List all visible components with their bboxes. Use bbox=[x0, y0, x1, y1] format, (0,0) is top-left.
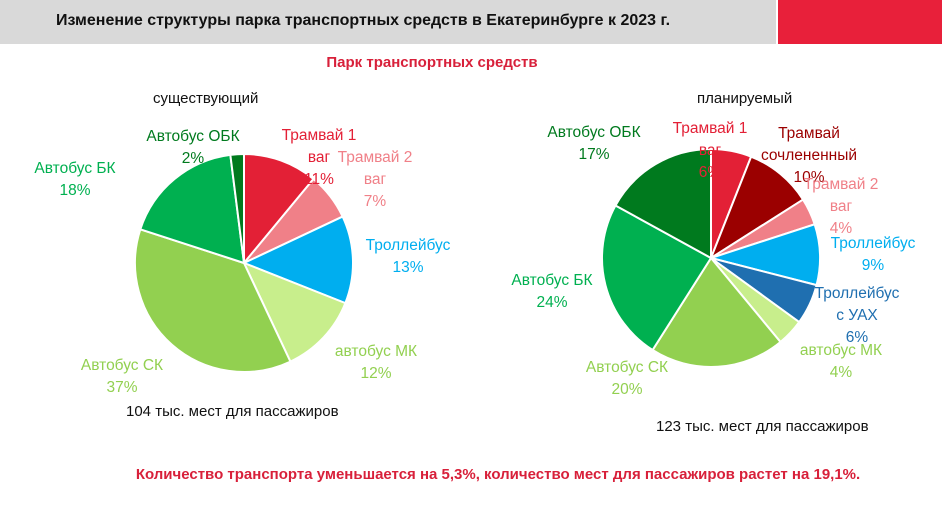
planned-label-avtobus-bk: Автобус БК 24% bbox=[511, 272, 592, 311]
header-bar bbox=[0, 0, 776, 44]
planned-label-avtobus-obk: Автобус ОБК 17% bbox=[547, 124, 640, 163]
planned-slice-avtobus-obk bbox=[614, 147, 712, 260]
planned-label-trolleybus-s-uah: Троллейбус с УАХ 6% bbox=[815, 285, 900, 346]
planned-label-avtobus-sk: Автобус СК 20% bbox=[586, 359, 668, 398]
pie-planned: Трамвай 1 ваг 6%Трамвай сочлененный 10%Трамв… bbox=[511, 120, 915, 398]
page-title: Изменение структуры парка транспортных с… bbox=[56, 12, 671, 29]
planned-label-tramvay-1-vag: Трамвай 1 ваг 6% bbox=[673, 120, 748, 181]
planned-slice-avtobus-sk bbox=[651, 256, 782, 368]
existing-slice-avtobus-obk bbox=[229, 152, 245, 264]
planned-label-trolleybus: Троллейбус 9% bbox=[831, 235, 916, 274]
existing-label-tramvay-1-vag: Трамвай 1 ваг 11% bbox=[282, 127, 357, 188]
planned-label-tramvay-sochlenennyy: Трамвай сочлененный 10% bbox=[761, 125, 857, 186]
existing-label-avtobus-mk: автобус МК 12% bbox=[335, 343, 417, 382]
planned-label-avtobus-mk: автобус МК 4% bbox=[800, 342, 882, 381]
existing-slice-avtobus-sk bbox=[133, 228, 292, 373]
existing-label-tramvay-2-vag: Трамвай 2 ваг 7% bbox=[338, 149, 413, 210]
existing-slice-tramvay-1-vag bbox=[243, 152, 315, 266]
planned-slice-avtobus-bk bbox=[601, 204, 713, 352]
existing-label-avtobus-sk: Автобус СК 37% bbox=[81, 357, 163, 396]
existing-slice-avtobus-bk bbox=[139, 153, 246, 265]
existing-label-avtobus-bk: Автобус БК 18% bbox=[34, 160, 115, 199]
section-title: Парк транспортных средств bbox=[326, 54, 538, 71]
header-accent bbox=[778, 0, 942, 44]
capacity-planned: 123 тыс. мест для пассажиров bbox=[656, 418, 869, 435]
pie-title-planned: планируемый bbox=[697, 90, 793, 107]
existing-label-trolleybus: Троллейбус 13% bbox=[366, 237, 451, 276]
existing-label-avtobus-obk: Автобус ОБК 2% bbox=[146, 128, 239, 167]
existing-slice-avtobus-mk bbox=[242, 261, 347, 363]
pie-existing: Трамвай 1 ваг 11%Трамвай 2 ваг 7% Троллейбус 1… bbox=[34, 127, 450, 396]
existing-slice-trolleybus bbox=[241, 215, 355, 305]
footer-note: Количество транспорта уменьшается на 5,3… bbox=[135, 466, 861, 483]
pie-title-existing: существующий bbox=[153, 90, 259, 107]
capacity-existing: 104 тыс. мест для пассажиров bbox=[126, 403, 339, 420]
planned-label-tramvay-2-vag: Трамвай 2 ваг 4% bbox=[804, 176, 879, 237]
